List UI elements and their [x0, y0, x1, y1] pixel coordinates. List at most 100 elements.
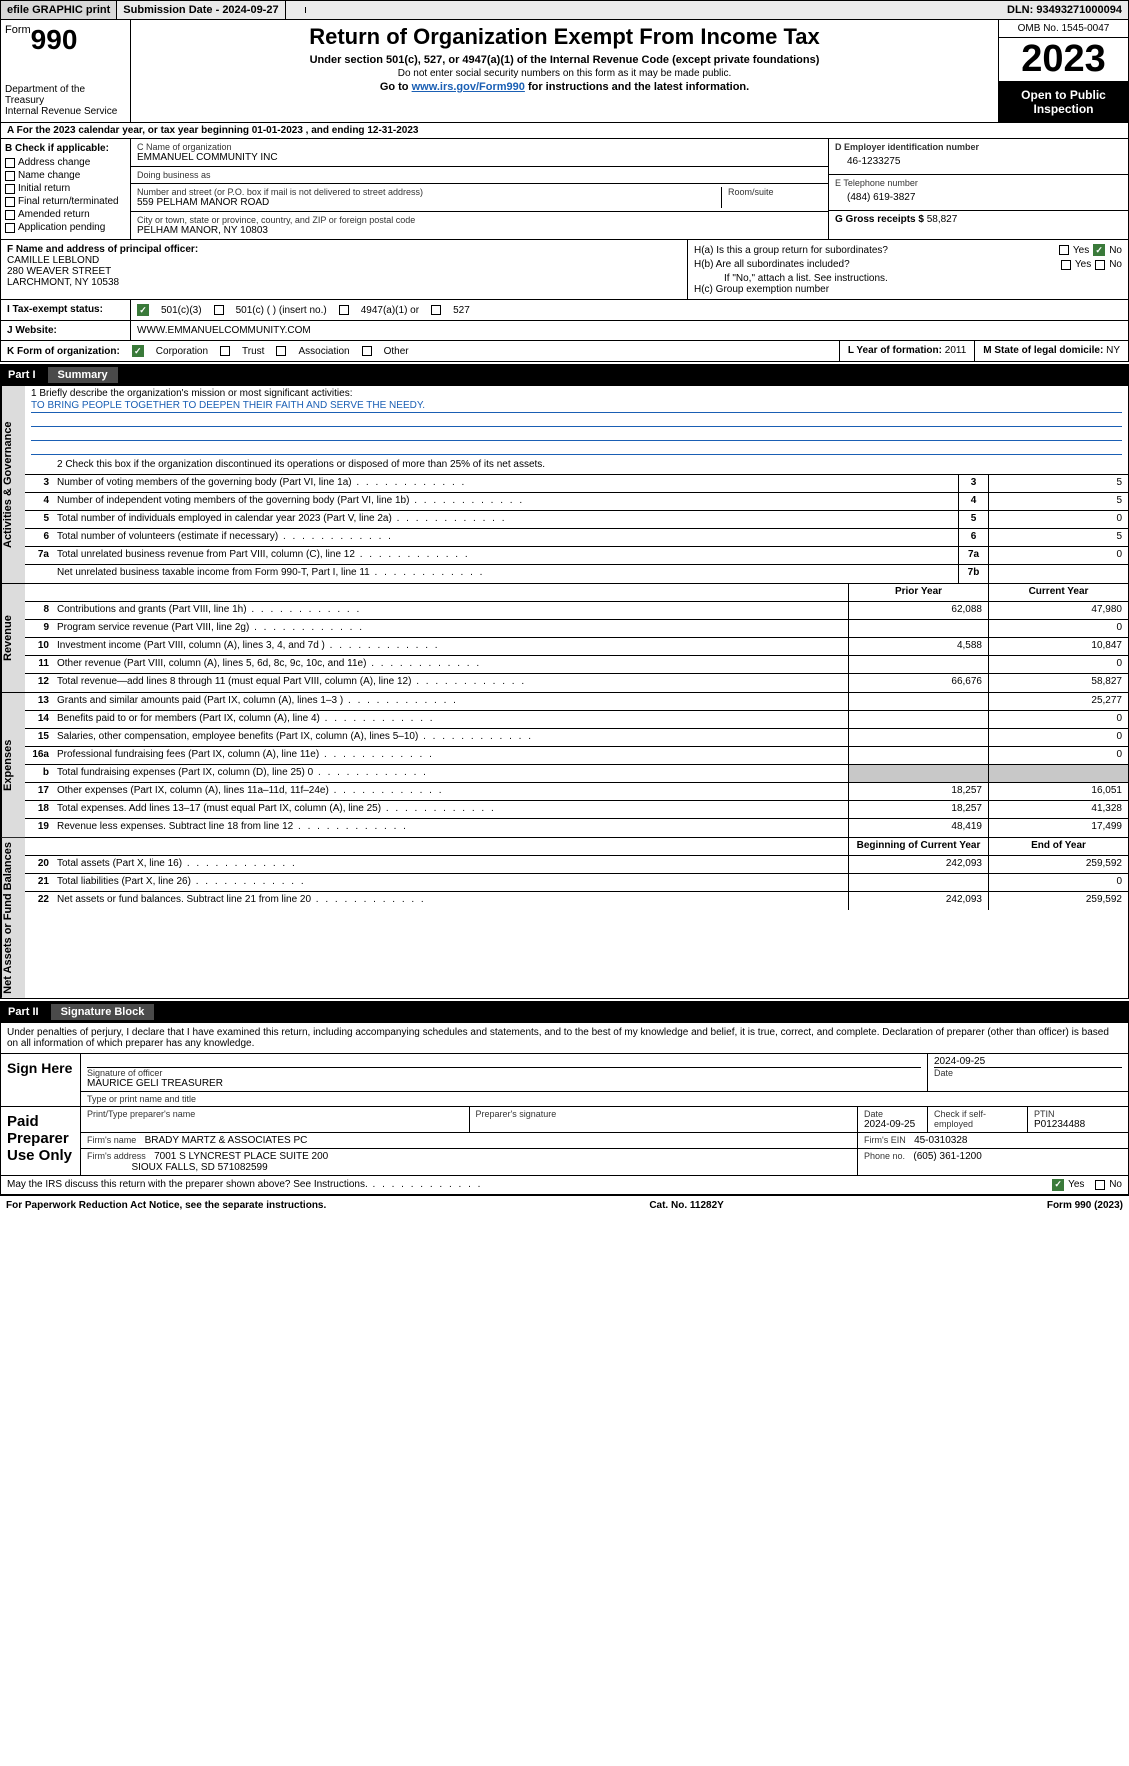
vtab-expenses: Expenses [1, 693, 25, 837]
governance-section: Activities & Governance 1 Briefly descri… [0, 386, 1129, 584]
header-left: Form990 Department of the Treasury Inter… [1, 20, 131, 122]
checkbox-icon[interactable] [431, 305, 441, 315]
summary-row: 7aTotal unrelated business revenue from … [25, 547, 1128, 565]
form-subtitle: Under section 501(c), 527, or 4947(a)(1)… [139, 54, 990, 66]
phone-value: (484) 619-3827 [835, 188, 1122, 207]
checkbox-icon[interactable] [5, 210, 15, 220]
firm-phone: (605) 361-1200 [913, 1151, 981, 1162]
dln: DLN: 93493271000094 [1001, 1, 1128, 19]
checkbox-icon[interactable] [1059, 245, 1069, 255]
hc-question: H(c) Group exemption number [694, 284, 1122, 295]
checkbox-option[interactable]: Amended return [5, 209, 126, 220]
tax-status-label: I Tax-exempt status: [1, 300, 131, 320]
officer-row: F Name and address of principal officer:… [0, 240, 1129, 300]
firm-name: BRADY MARTZ & ASSOCIATES PC [145, 1135, 308, 1146]
checkbox-checked-icon[interactable]: ✓ [137, 304, 149, 316]
officer-info: F Name and address of principal officer:… [1, 240, 688, 299]
sign-here-block: Sign Here Signature of officer MAURICE G… [0, 1054, 1129, 1107]
form-title: Return of Organization Exempt From Incom… [139, 24, 990, 50]
state-domicile: NY [1106, 345, 1120, 356]
year-formation: 2011 [945, 345, 967, 356]
ha-question: H(a) Is this a group return for subordin… [694, 245, 1059, 256]
department: Department of the Treasury Internal Reve… [5, 84, 126, 117]
open-inspection: Open to Public Inspection [999, 82, 1128, 122]
summary-row: 4Number of independent voting members of… [25, 493, 1128, 511]
checkbox-icon[interactable] [276, 346, 286, 356]
summary-row: 16aProfessional fundraising fees (Part I… [25, 747, 1128, 765]
summary-row: 14Benefits paid to or for members (Part … [25, 711, 1128, 729]
summary-row: 21Total liabilities (Part X, line 26)0 [25, 874, 1128, 892]
col-d-right: D Employer identification number 46-1233… [828, 139, 1128, 239]
discuss-row: May the IRS discuss this return with the… [0, 1176, 1129, 1195]
checkbox-icon[interactable] [339, 305, 349, 315]
vtab-balances: Net Assets or Fund Balances [1, 838, 25, 998]
summary-row: 13Grants and similar amounts paid (Part … [25, 693, 1128, 711]
footer-cat: Cat. No. 11282Y [649, 1200, 723, 1211]
checkbox-icon[interactable] [1061, 260, 1071, 270]
gross-value: 58,827 [927, 214, 958, 225]
firm-addr: 7001 S LYNCREST PLACE SUITE 200 [154, 1151, 328, 1162]
checkbox-option[interactable]: Application pending [5, 222, 126, 233]
checkbox-icon[interactable] [220, 346, 230, 356]
paid-preparer-block: Paid Preparer Use Only Print/Type prepar… [0, 1107, 1129, 1176]
checkbox-checked-icon[interactable]: ✓ [1093, 244, 1105, 256]
checkbox-option[interactable]: Initial return [5, 183, 126, 194]
expenses-section: Expenses 13Grants and similar amounts pa… [0, 693, 1129, 838]
mission-label: 1 Briefly describe the organization's mi… [31, 388, 1122, 399]
summary-row: 6Total number of volunteers (estimate if… [25, 529, 1128, 547]
checkbox-icon[interactable] [5, 158, 15, 168]
summary-row: 10Investment income (Part VIII, column (… [25, 638, 1128, 656]
officer-name: CAMILLE LEBLOND [7, 255, 681, 266]
discuss-question: May the IRS discuss this return with the… [7, 1179, 482, 1190]
irs-link[interactable]: www.irs.gov/Form990 [412, 81, 525, 93]
summary-row: 3Number of voting members of the governi… [25, 475, 1128, 493]
checkbox-icon[interactable] [5, 171, 15, 181]
signature-intro: Under penalties of perjury, I declare th… [0, 1023, 1129, 1054]
col-b-label: B Check if applicable: [5, 143, 126, 154]
address-row: Number and street (or P.O. box if mail i… [131, 184, 828, 212]
checkbox-icon[interactable] [362, 346, 372, 356]
checkbox-checked-icon[interactable]: ✓ [132, 345, 144, 357]
hb-note: If "No," attach a list. See instructions… [694, 273, 1122, 284]
firm-ein: 45-0310328 [914, 1135, 967, 1146]
info-grid: B Check if applicable: Address change Nam… [0, 139, 1129, 240]
checkbox-option[interactable]: Name change [5, 170, 126, 181]
checkbox-icon[interactable] [1095, 260, 1105, 270]
website-label: J Website: [1, 321, 131, 340]
tax-status-row: I Tax-exempt status: ✓501(c)(3) 501(c) (… [0, 300, 1129, 321]
ha-answer: Yes ✓No [1059, 244, 1122, 256]
efile-print-button[interactable]: efile GRAPHIC print [1, 1, 117, 19]
discuss-answer: ✓Yes No [1052, 1179, 1122, 1191]
col-c-org-info: C Name of organization EMMANUEL COMMUNIT… [131, 139, 828, 239]
form-header: Form990 Department of the Treasury Inter… [0, 20, 1129, 123]
checkbox-icon[interactable] [5, 223, 15, 233]
org-city: PELHAM MANOR, NY 10803 [137, 225, 822, 236]
form-goto: Go to www.irs.gov/Form990 for instructio… [139, 81, 990, 93]
summary-row: 8Contributions and grants (Part VIII, li… [25, 602, 1128, 620]
dba-cell: Doing business as [131, 167, 828, 184]
checkbox-icon[interactable] [5, 197, 15, 207]
h-questions: H(a) Is this a group return for subordin… [688, 240, 1128, 299]
summary-row: 18Total expenses. Add lines 13–17 (must … [25, 801, 1128, 819]
tax-status-options: ✓501(c)(3) 501(c) ( ) (insert no.) 4947(… [131, 300, 1128, 320]
org-name-cell: C Name of organization EMMANUEL COMMUNIT… [131, 139, 828, 167]
checkbox-icon[interactable] [214, 305, 224, 315]
summary-row: 15Salaries, other compensation, employee… [25, 729, 1128, 747]
mission-text: TO BRING PEOPLE TOGETHER TO DEEPEN THEIR… [31, 399, 1122, 413]
checkbox-option[interactable]: Address change [5, 157, 126, 168]
header-right: OMB No. 1545-0047 2023 Open to Public In… [998, 20, 1128, 122]
spacer [286, 7, 306, 13]
checkbox-icon[interactable] [1095, 1180, 1105, 1190]
form-k-label: K Form of organization: [7, 346, 120, 357]
checkbox-icon[interactable] [5, 184, 15, 194]
form-number: Form990 [5, 24, 126, 56]
org-name: EMMANUEL COMMUNITY INC [137, 152, 822, 163]
checkbox-option[interactable]: Final return/terminated [5, 196, 126, 207]
hb-question: H(b) Are all subordinates included? [694, 259, 1061, 270]
summary-row: 20Total assets (Part X, line 16)242,0932… [25, 856, 1128, 874]
mission-block: 1 Briefly describe the organization's mi… [25, 386, 1128, 457]
checkbox-checked-icon[interactable]: ✓ [1052, 1179, 1064, 1191]
summary-row: 22Net assets or fund balances. Subtract … [25, 892, 1128, 910]
form-k-row: K Form of organization: ✓Corporation Tru… [0, 341, 1129, 362]
col-b-checkboxes: B Check if applicable: Address change Nam… [1, 139, 131, 239]
